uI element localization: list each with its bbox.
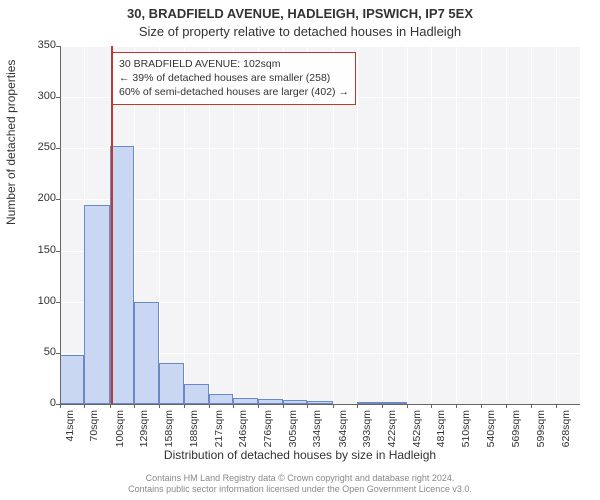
x-tick-label: 422sqm: [386, 410, 398, 454]
x-tick-label: 393sqm: [361, 410, 373, 454]
x-tick-label: 569sqm: [510, 410, 522, 454]
footer-line-2: Contains public sector information licen…: [0, 484, 600, 496]
x-tick-label: 540sqm: [485, 410, 497, 454]
y-tick-label: 0: [16, 397, 56, 409]
chart-container: 30, BRADFIELD AVENUE, HADLEIGH, IPSWICH,…: [0, 0, 600, 500]
x-tick-label: 452sqm: [411, 410, 423, 454]
y-tick-label: 200: [16, 192, 56, 204]
x-tick-label: 217sqm: [213, 410, 225, 454]
footer-attribution: Contains HM Land Registry data © Crown c…: [0, 473, 600, 496]
x-tick-label: 481sqm: [435, 410, 447, 454]
annotation-line-3: 60% of semi-detached houses are larger (…: [119, 85, 349, 99]
histogram-bar: [60, 355, 84, 404]
x-tick-label: 599sqm: [535, 410, 547, 454]
histogram-bar: [159, 363, 184, 404]
histogram-bar: [134, 302, 158, 404]
x-tick-label: 100sqm: [114, 410, 126, 454]
y-tick-label: 300: [16, 90, 56, 102]
y-tick-label: 250: [16, 141, 56, 153]
x-tick-label: 41sqm: [64, 410, 76, 454]
x-tick-label: 129sqm: [138, 410, 150, 454]
annotation-line-2: ← 39% of detached houses are smaller (25…: [119, 71, 349, 85]
histogram-bar: [84, 205, 109, 404]
x-tick-label: 188sqm: [188, 410, 200, 454]
x-tick-label: 305sqm: [287, 410, 299, 454]
y-axis-line: [60, 46, 61, 404]
histogram-bar: [184, 384, 208, 404]
footer-line-1: Contains HM Land Registry data © Crown c…: [0, 473, 600, 485]
x-tick-label: 364sqm: [337, 410, 349, 454]
x-tick-label: 158sqm: [163, 410, 175, 454]
y-tick-label: 50: [16, 346, 56, 358]
y-tick-label: 150: [16, 244, 56, 256]
x-tick-label: 70sqm: [88, 410, 100, 454]
x-tick-label: 276sqm: [262, 410, 274, 454]
y-tick-label: 100: [16, 295, 56, 307]
chart-subtitle: Size of property relative to detached ho…: [0, 24, 600, 39]
x-tick-label: 246sqm: [237, 410, 249, 454]
x-tick-label: 628sqm: [560, 410, 572, 454]
y-tick-label: 350: [16, 39, 56, 51]
x-tick-label: 510sqm: [460, 410, 472, 454]
x-axis-line: [60, 404, 580, 405]
annotation-box: 30 BRADFIELD AVENUE: 102sqm ← 39% of det…: [112, 52, 356, 105]
histogram-bar: [209, 394, 233, 404]
annotation-line-1: 30 BRADFIELD AVENUE: 102sqm: [119, 57, 349, 71]
chart-title-address: 30, BRADFIELD AVENUE, HADLEIGH, IPSWICH,…: [0, 6, 600, 21]
x-tick-label: 334sqm: [311, 410, 323, 454]
